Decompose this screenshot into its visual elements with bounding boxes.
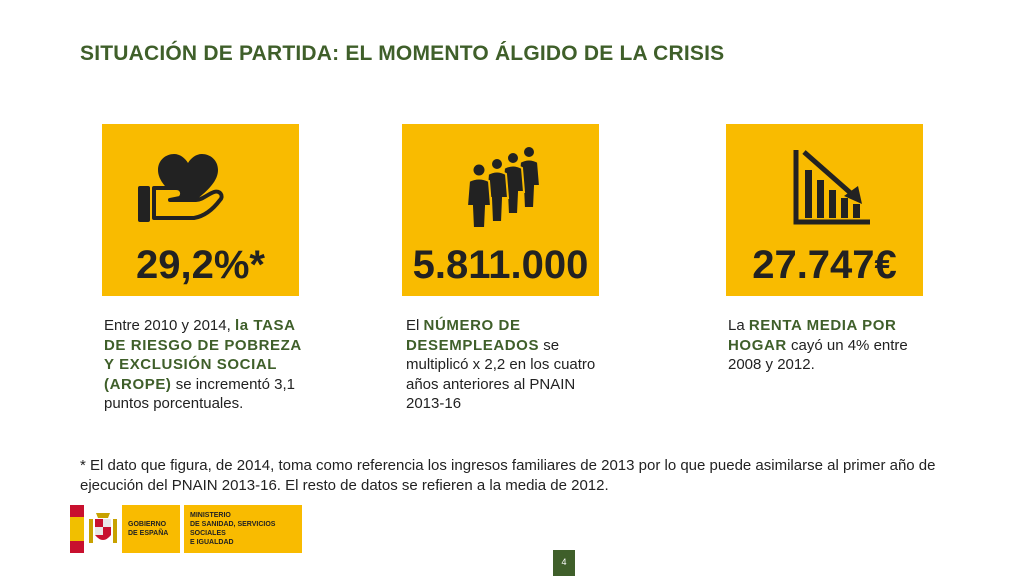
stat-card-unemployed: 5.811.000 (402, 124, 599, 296)
stat-value-arope: 29,2%* (102, 243, 299, 288)
stat-value-income: 27.747€ (726, 243, 923, 288)
stat-desc-arope: Entre 2010 y 2014, la TASA DE RIESGO DE … (104, 316, 304, 414)
stat-value-unemployed: 5.811.000 (402, 243, 599, 288)
desc-highlight: NÚMERO DE DESEMPLEADOS (406, 317, 539, 354)
stat-desc-income: La RENTA MEDIA POR HOGAR cayó un 4% entr… (728, 316, 918, 375)
people-queue-icon (464, 146, 548, 228)
desc-text: La (728, 317, 745, 334)
ministry-label: MINISTERIO DE SANIDAD, SERVICIOS SOCIALE… (184, 505, 302, 553)
stat-card-arope: 29,2%* (102, 124, 299, 296)
government-logo: GOBIERNO DE ESPAÑA MINISTERIO DE SANIDAD… (70, 505, 302, 553)
government-label: GOBIERNO DE ESPAÑA (122, 505, 180, 553)
slide-title: SITUACIÓN DE PARTIDA: EL MOMENTO ÁLGIDO … (80, 42, 724, 66)
stat-desc-unemployed: El NÚMERO DE DESEMPLEADOS se multiplicó … (406, 316, 602, 414)
desc-text: El (406, 317, 419, 334)
footnote: * El dato que figura, de 2014, toma como… (80, 456, 960, 495)
stat-card-income: 27.747€ (726, 124, 923, 296)
declining-chart-icon (792, 148, 874, 226)
spain-flag-icon (70, 505, 84, 553)
desc-text: Entre 2010 y 2014, (104, 317, 231, 334)
page-number: 4 (553, 550, 575, 576)
coat-of-arms-icon (86, 511, 120, 549)
hand-heart-icon (136, 148, 232, 228)
